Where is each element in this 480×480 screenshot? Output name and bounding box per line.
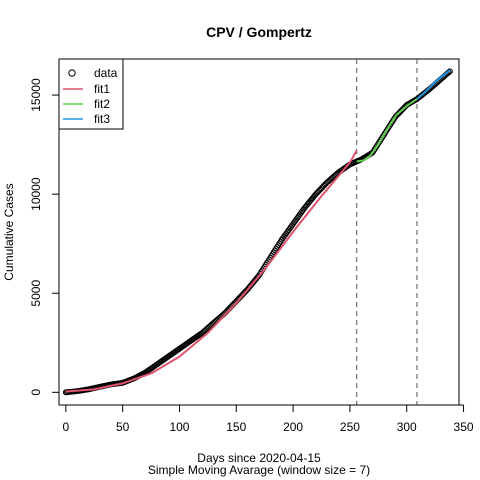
x-tick-label: 350 [454,420,474,434]
x-tick-label: 50 [116,420,130,434]
x-axis-label: Days since 2020-04-15 [197,451,321,465]
y-tick-label: 5000 [29,280,43,307]
x-tick-label: 300 [397,420,417,434]
x-tick-label: 200 [283,420,303,434]
x-tick-label: 100 [169,420,189,434]
x-tick-label: 150 [226,420,246,434]
y-tick-label: 10000 [29,177,43,211]
series-layer [62,68,453,396]
legend-fit2-label: fit2 [94,97,110,111]
legend-fit1-label: fit1 [94,82,110,96]
x-tick-label: 250 [340,420,360,434]
series-fit2-line [356,98,418,163]
legend-fit3-label: fit3 [94,112,110,126]
chart-title: CPV / Gompertz [206,24,312,40]
y-tick-label: 15000 [29,78,43,112]
y-tick-label: 0 [29,389,43,396]
legend-data-symbol [68,69,76,77]
y-axis: 0 5000 10000 15000 [29,78,60,396]
y-axis-label: Cumulative Cases [2,183,16,280]
vertical-lines [356,59,418,405]
series-fit3-line [416,69,451,100]
legend-data-label: data [94,66,118,80]
x-tick-label: 0 [62,420,69,434]
x-axis-sublabel: Simple Moving Avarage (window size = 7) [148,463,370,477]
series-fit1-line [65,150,358,393]
x-axis: 0 50 100 150 200 250 300 350 [62,404,474,434]
legend: data fit1 fit2 fit3 [58,58,124,130]
